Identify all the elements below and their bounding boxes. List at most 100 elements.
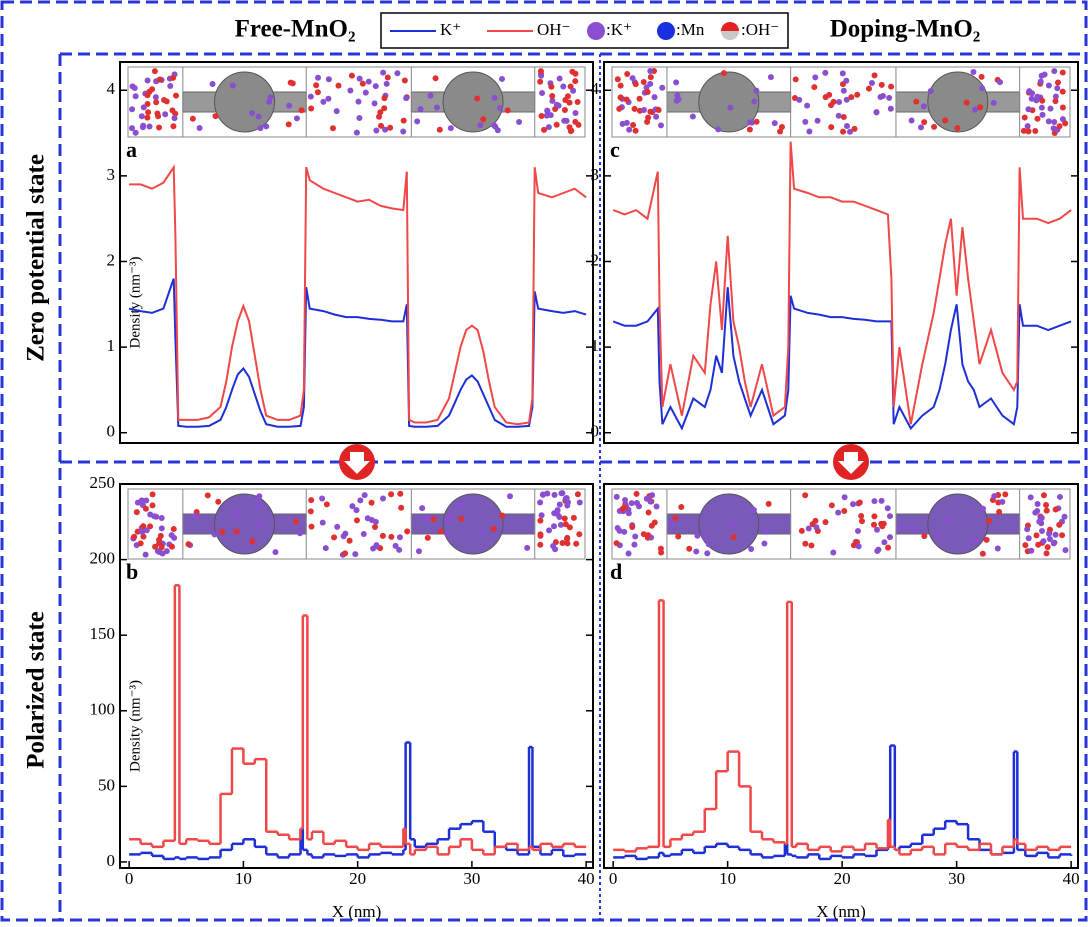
atom [1046,536,1053,543]
atom [746,126,753,133]
atom [978,73,985,80]
atom [132,93,139,100]
atom [378,122,385,129]
atom [887,105,894,112]
atom [1047,105,1054,112]
atom [149,86,156,93]
atom [152,543,159,550]
atom [643,84,650,91]
atom [843,123,850,130]
atom [331,534,338,541]
legend-label: :K⁺ [606,20,632,39]
atom [689,113,696,120]
atom [673,79,680,86]
atom [972,106,979,113]
atom [871,513,878,520]
legend-label: :OH⁻ [741,20,779,39]
atom [151,68,158,75]
atom [1059,88,1066,95]
atom [559,540,566,547]
atom [544,490,551,497]
atom [632,127,639,134]
panel-label: b [126,559,138,584]
atom [142,505,149,512]
atom [858,518,865,525]
atom [873,109,880,116]
atom [323,501,330,508]
atom [1039,97,1046,104]
atom [840,87,847,94]
atom [322,545,329,552]
atom [1059,69,1066,76]
atom [436,126,443,133]
atom [1044,544,1051,551]
atom [805,525,812,532]
atom [617,94,624,101]
atom [346,537,353,544]
atom [927,88,934,95]
atom [886,94,893,101]
atom [257,125,264,132]
atom [131,533,138,540]
atom [574,99,581,106]
atom-icon [657,22,675,40]
atom [674,92,681,99]
atom [185,541,192,548]
atom [576,531,583,538]
atom [143,497,150,504]
atom [920,103,927,110]
atom [704,550,711,557]
atom [1038,72,1045,79]
atom [767,74,774,81]
x-tick-label: 10 [719,869,736,888]
atom [886,534,893,541]
atom [727,104,734,111]
atom [365,78,372,85]
atom [616,105,623,112]
atom [828,124,835,131]
atom [830,549,837,556]
atom [308,497,315,504]
atom [232,509,239,516]
atom [209,80,216,87]
y-tick-label: 100 [90,700,116,719]
atom [1062,547,1069,554]
atom [1051,118,1058,125]
atom [516,118,523,125]
atom [307,508,314,515]
atom [383,80,390,87]
atom [212,113,219,120]
atom [630,121,637,128]
atom [1052,93,1059,100]
panel-label: a [126,137,137,162]
atom [970,69,977,76]
atom [574,491,581,498]
panel-label: d [610,559,622,584]
atom [325,76,332,83]
atom [629,523,636,530]
atom [871,72,878,79]
atom [694,532,701,539]
y-tick-label: 2 [591,250,600,269]
atom [392,542,399,549]
atom [149,491,156,498]
atom [686,545,693,552]
atom [1038,104,1045,111]
atom [619,505,626,512]
series-line [612,287,1072,431]
atom [840,114,847,121]
atom [761,540,768,547]
x-tick-label: 40 [1063,869,1080,888]
x-axis-label: X (nm) [816,902,866,921]
atom [145,109,152,116]
atom [371,100,378,107]
atom [843,77,850,84]
atom [458,515,465,522]
atom [168,532,175,539]
atom [1040,492,1047,499]
atom [233,528,240,535]
atom [562,521,569,528]
atom [267,94,274,101]
y-tick-label: 3 [591,165,600,184]
legend-label: K⁺ [440,20,461,39]
